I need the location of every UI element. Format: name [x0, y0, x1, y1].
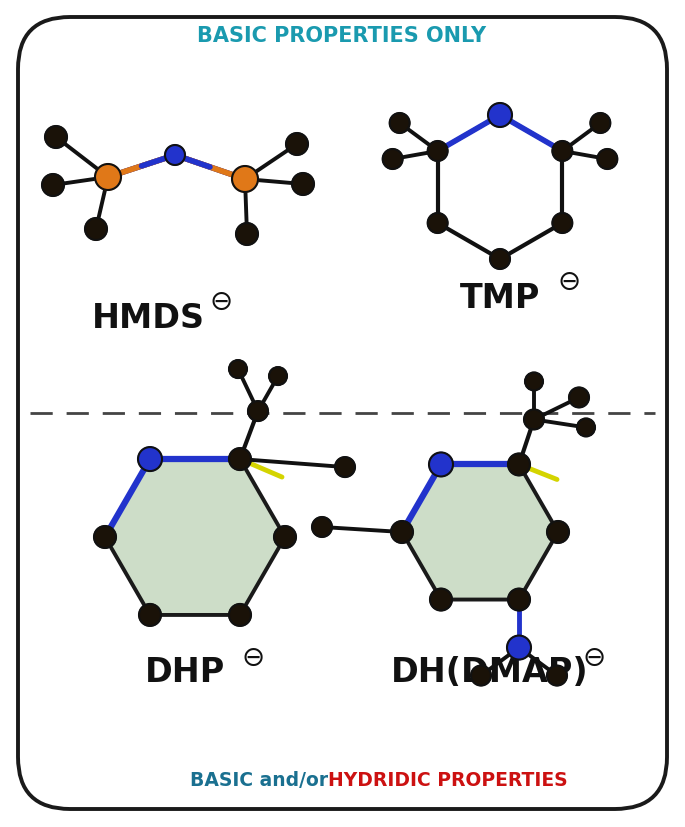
Circle shape — [507, 636, 531, 660]
Circle shape — [552, 141, 573, 162]
Circle shape — [597, 150, 617, 170]
Circle shape — [508, 589, 530, 611]
Text: $\ominus$: $\ominus$ — [240, 643, 263, 672]
Circle shape — [269, 368, 287, 385]
Circle shape — [524, 410, 544, 430]
Circle shape — [236, 224, 258, 246]
Circle shape — [312, 518, 332, 538]
Circle shape — [94, 526, 116, 548]
Circle shape — [138, 447, 162, 471]
Circle shape — [490, 250, 510, 270]
Text: DHP: DHP — [145, 656, 225, 689]
Circle shape — [547, 521, 569, 543]
Text: $\ominus$: $\ominus$ — [557, 268, 580, 295]
Circle shape — [390, 114, 410, 134]
Circle shape — [274, 526, 296, 548]
Circle shape — [292, 174, 314, 196]
Circle shape — [45, 127, 67, 149]
Text: BASIC PROPERTIES ONLY: BASIC PROPERTIES ONLY — [197, 26, 486, 46]
Circle shape — [471, 666, 491, 686]
Text: TMP: TMP — [460, 281, 540, 314]
Circle shape — [429, 453, 453, 477]
Text: HMDS: HMDS — [92, 301, 205, 334]
Circle shape — [232, 167, 258, 193]
Circle shape — [391, 521, 413, 543]
Circle shape — [552, 213, 573, 234]
Circle shape — [229, 361, 247, 379]
Text: DH(DMAP): DH(DMAP) — [391, 656, 589, 689]
Polygon shape — [105, 460, 285, 615]
Circle shape — [427, 141, 447, 162]
Circle shape — [547, 666, 567, 686]
Text: BASIC and/or: BASIC and/or — [190, 770, 335, 789]
Circle shape — [590, 114, 610, 134]
Text: HYDRIDIC PROPERTIES: HYDRIDIC PROPERTIES — [328, 770, 568, 789]
Text: $\ominus$: $\ominus$ — [582, 643, 604, 672]
Circle shape — [577, 419, 595, 437]
Circle shape — [229, 448, 251, 471]
Circle shape — [139, 605, 161, 626]
Circle shape — [525, 373, 543, 391]
Circle shape — [430, 589, 452, 611]
Circle shape — [383, 150, 403, 170]
FancyBboxPatch shape — [18, 18, 667, 809]
Circle shape — [248, 402, 268, 422]
Circle shape — [488, 104, 512, 128]
Circle shape — [569, 388, 589, 408]
Circle shape — [42, 174, 64, 197]
Circle shape — [427, 213, 447, 234]
Circle shape — [229, 605, 251, 626]
Circle shape — [508, 454, 530, 476]
Circle shape — [286, 134, 308, 155]
Circle shape — [85, 218, 107, 241]
Circle shape — [95, 165, 121, 191]
Polygon shape — [402, 465, 558, 600]
Circle shape — [335, 457, 355, 477]
Circle shape — [165, 146, 185, 165]
Text: $\ominus$: $\ominus$ — [209, 288, 232, 316]
